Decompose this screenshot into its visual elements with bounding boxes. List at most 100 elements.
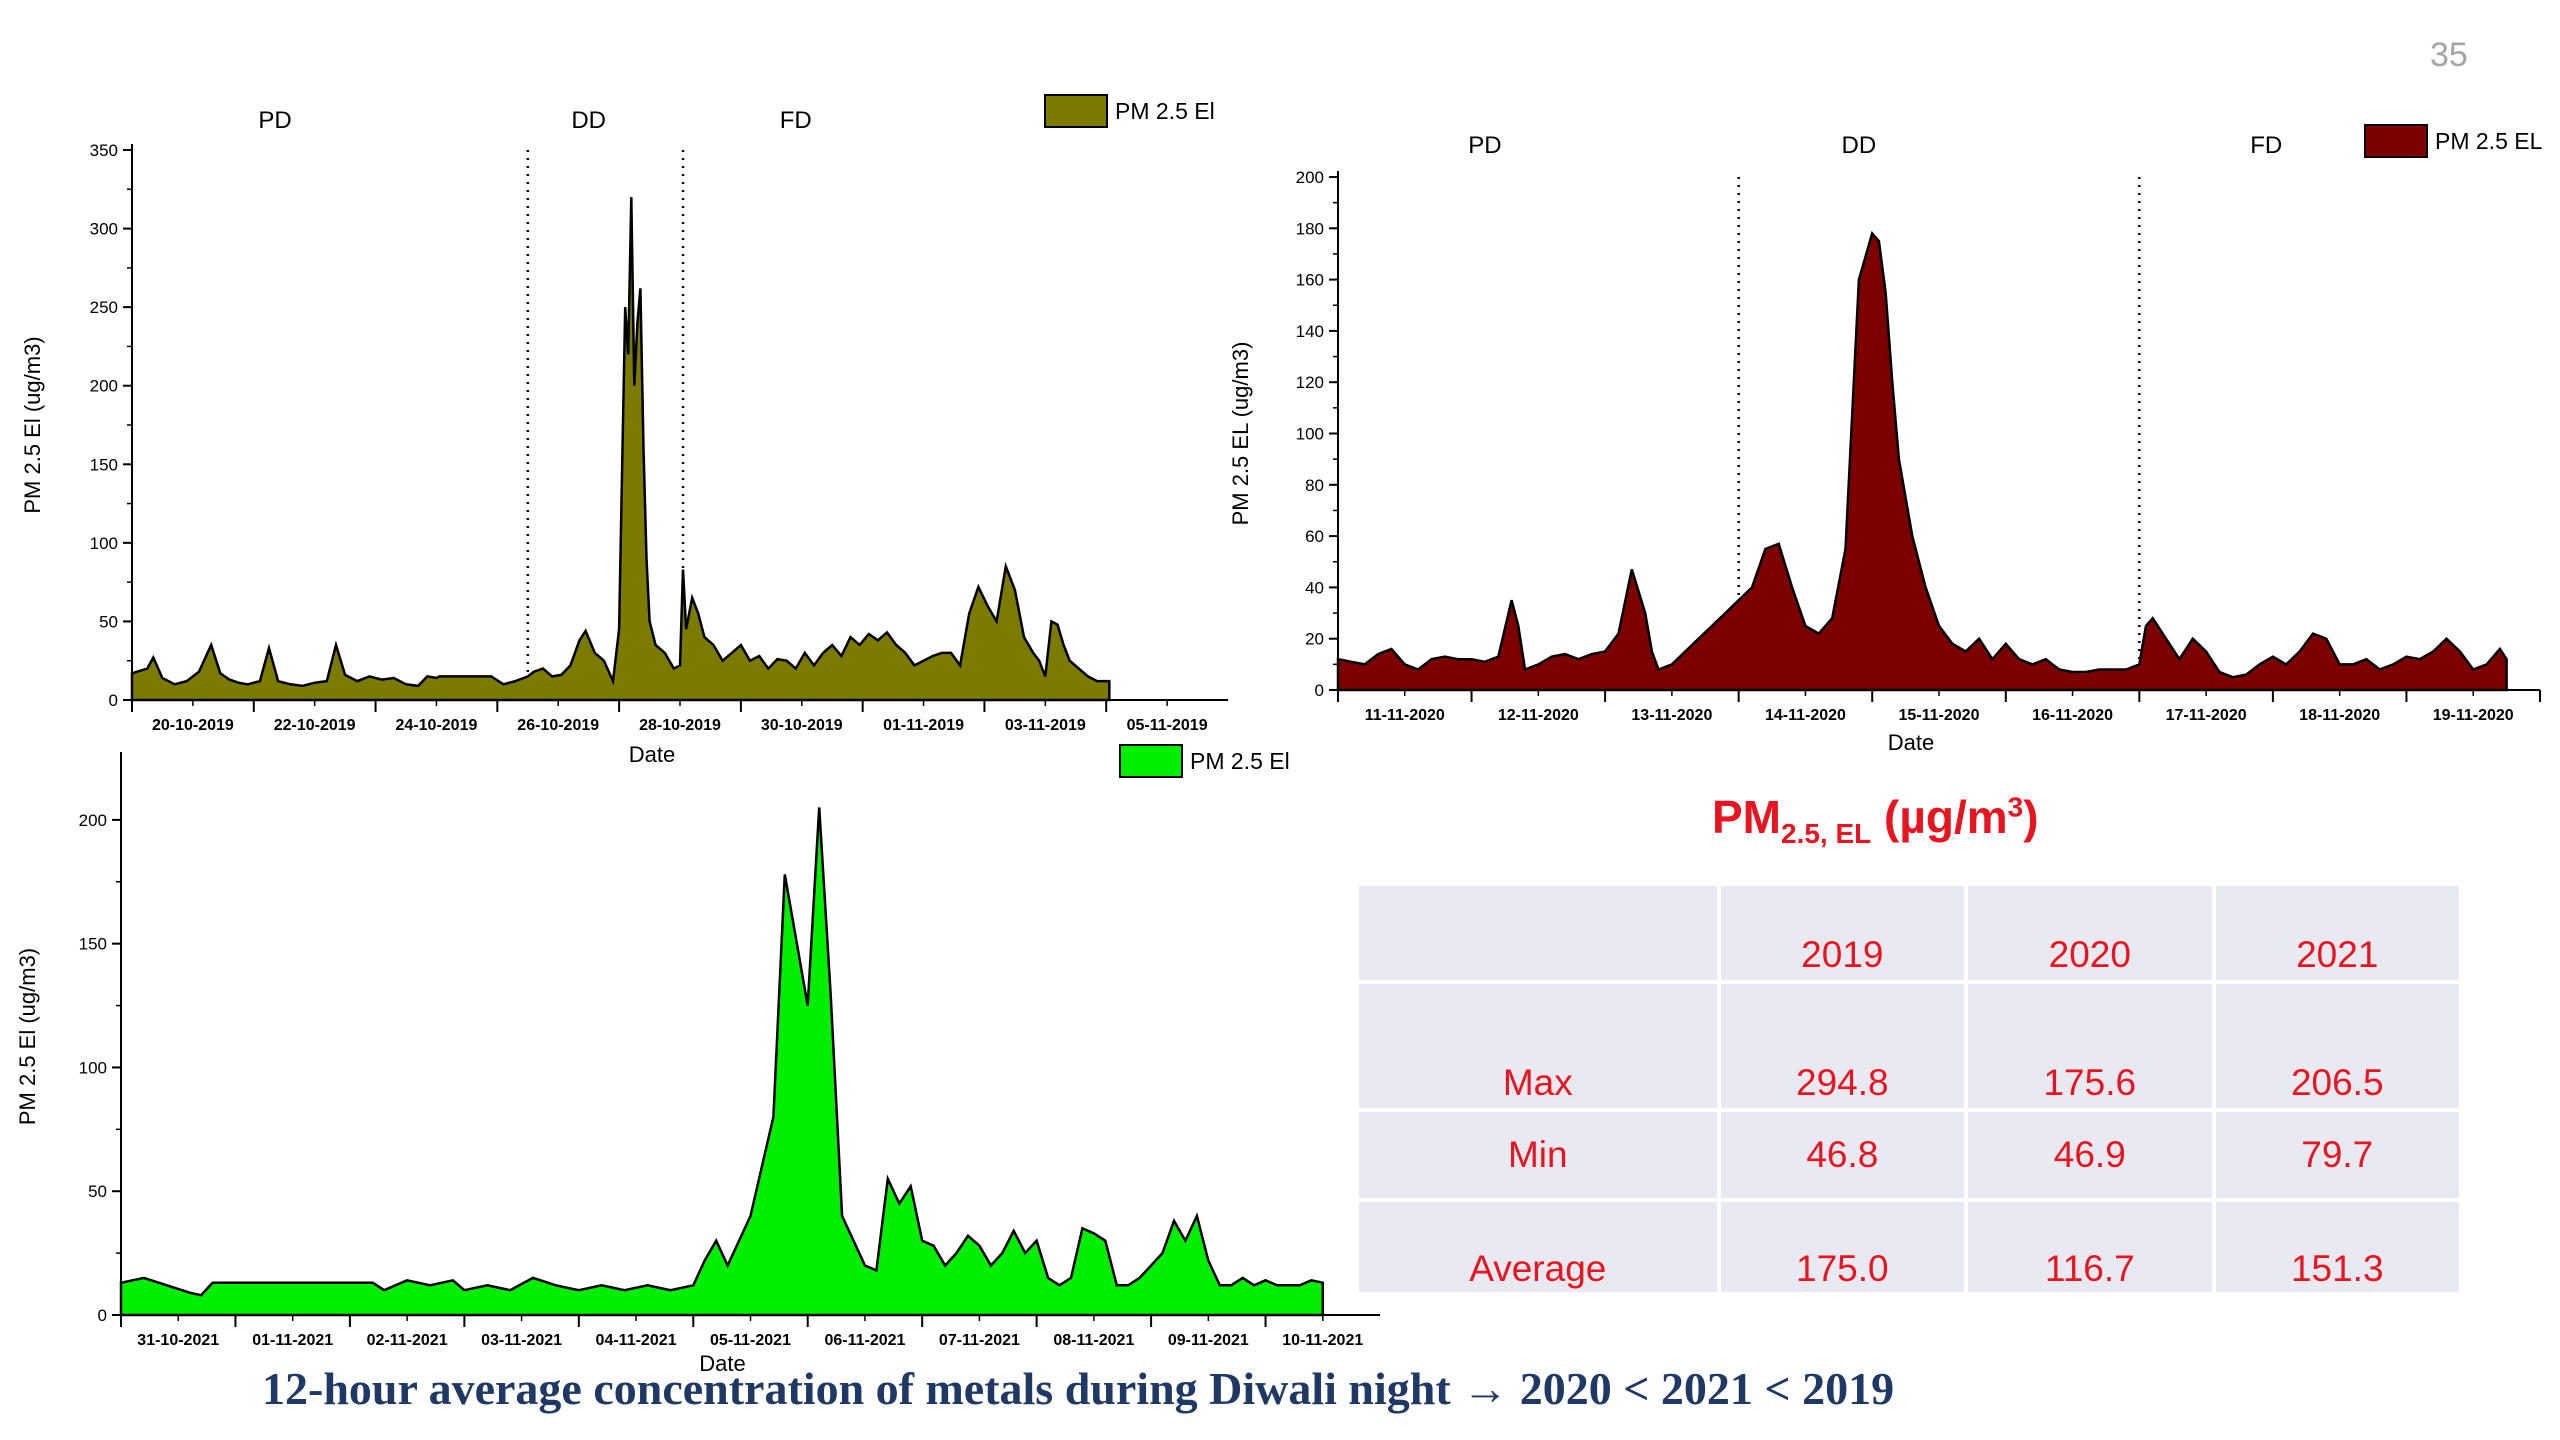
table-title-sup: 3: [2007, 791, 2024, 823]
x-axis-title: Date: [629, 742, 675, 767]
period-label: DD: [1842, 132, 1877, 159]
table-header-cell: 2020: [1964, 882, 2216, 984]
y-axis-title: PM 2.5 El (ug/m3): [20, 336, 45, 513]
dividers-group: [1737, 177, 2141, 690]
x-tick-label: 04-11-2021: [596, 1332, 677, 1349]
y-tick-label: 100: [79, 1058, 107, 1077]
table-title: PM2.5, EL (µg/m3): [1712, 790, 2039, 850]
periods-group: PD DD FD: [258, 107, 811, 134]
table-row: Max 294.8 175.6 206.5: [1355, 980, 2464, 1112]
period-label: PD: [1468, 132, 1501, 159]
table-cell: 294.8: [1716, 980, 1969, 1112]
x-axis-group: 20-10-2019 22-10-2019 24-10-2019 26-10-2019…: [131, 700, 1208, 734]
x-axis-group: 31-10-2021 01-11-2021 02-11-2021 03-11-2021…: [120, 1315, 1363, 1349]
y-tick-label: 20: [1305, 630, 1324, 649]
table-row: Average 175.0 116.7 151.3: [1355, 1198, 2464, 1296]
period-label: PD: [258, 107, 291, 134]
x-tick-label: 22-10-2019: [274, 717, 356, 734]
y-tick-label: 0: [98, 1306, 107, 1325]
y-tick-label: 250: [90, 298, 118, 317]
x-tick-label: 03-11-2021: [481, 1332, 562, 1349]
x-tick-label: 15-11-2020: [1899, 707, 1980, 724]
x-axis-title: Date: [1888, 730, 1934, 755]
row-label: Min: [1355, 1108, 1721, 1202]
x-tick-label: 16-11-2020: [2032, 707, 2113, 724]
y-tick-label: 100: [1296, 425, 1324, 444]
y-tick-label: 0: [1315, 681, 1324, 700]
legend-label: PM 2.5 EL: [2435, 128, 2543, 154]
summary-table: 2019 2020 2021 Max 294.8 175.6 206.5 Min…: [1355, 882, 2464, 1296]
x-tick-label: 01-11-2019: [883, 717, 964, 734]
x-tick-label: 31-10-2021: [137, 1332, 219, 1349]
x-axis-title: Date: [699, 1351, 745, 1376]
table-header-row: 2019 2020 2021: [1355, 882, 2464, 984]
y-tick-label: 150: [90, 455, 118, 474]
legend: PM 2.5 EL: [2364, 124, 2543, 158]
table-title-close: ): [2023, 791, 2039, 843]
chart-2021: 0 50 100 150 200 31-10-2021 01-11-2021 02-11-2…: [15, 744, 1380, 1376]
x-tick-label: 08-11-2021: [1053, 1332, 1134, 1349]
x-tick-label: 24-10-2019: [396, 717, 478, 734]
x-tick-label: 20-10-2019: [152, 717, 234, 734]
y-tick-label: 50: [99, 612, 118, 631]
y-tick-label: 120: [1296, 373, 1324, 392]
period-label: FD: [780, 107, 812, 134]
row-label: Average: [1355, 1198, 1721, 1296]
table-header-cell: [1355, 882, 1721, 984]
y-axis-title: PM 2.5 EL (ug/m3): [1228, 342, 1253, 526]
x-tick-label: 30-10-2019: [761, 717, 843, 734]
x-axis-group: 11-11-2020 12-11-2020 13-11-2020 14-11-2020…: [1337, 690, 2541, 724]
x-tick-label: 18-11-2020: [2299, 707, 2380, 724]
x-tick-label: 17-11-2020: [2166, 707, 2247, 724]
x-tick-label: 19-11-2020: [2433, 707, 2514, 724]
x-tick-label: 10-11-2021: [1282, 1332, 1363, 1349]
y-tick-label: 180: [1296, 219, 1324, 238]
legend-label: PM 2.5 El: [1115, 98, 1215, 124]
x-tick-label: 05-11-2021: [710, 1332, 791, 1349]
legend: PM 2.5 El: [1044, 94, 1215, 128]
table-cell: 151.3: [2211, 1198, 2464, 1296]
legend: PM 2.5 El: [1119, 744, 1290, 778]
y-tick-label: 160: [1296, 271, 1324, 290]
x-tick-label: 01-11-2021: [252, 1332, 333, 1349]
x-tick-label: 14-11-2020: [1765, 707, 1846, 724]
x-tick-label: 06-11-2021: [824, 1332, 905, 1349]
y-tick-label: 300: [90, 220, 118, 239]
y-tick-label: 100: [90, 534, 118, 553]
y-tick-label: 60: [1305, 527, 1324, 546]
x-tick-label: 07-11-2021: [939, 1332, 1020, 1349]
table-row: Min 46.8 46.9 79.7: [1355, 1108, 2464, 1202]
table-title-main: PM: [1712, 791, 1781, 843]
x-tick-label: 13-11-2020: [1631, 707, 1712, 724]
y-axis-title: PM 2.5 El (ug/m3): [15, 948, 40, 1125]
legend-swatch: [1119, 744, 1183, 778]
legend-swatch: [1044, 94, 1108, 128]
y-tick-label: 200: [79, 811, 107, 830]
y-tick-label: 140: [1296, 322, 1324, 341]
y-tick-label: 0: [109, 691, 118, 710]
caption: 12-hour average concentration of metals …: [262, 1363, 1895, 1414]
data-area: [119, 807, 1325, 1317]
period-label: DD: [571, 107, 606, 134]
y-tick-label: 350: [90, 141, 118, 160]
y-tick-label: 50: [88, 1182, 107, 1201]
x-tick-label: 03-11-2019: [1005, 717, 1086, 734]
table-cell: 46.8: [1716, 1108, 1969, 1202]
slide-number: 35: [2430, 36, 2468, 74]
period-label: FD: [2250, 132, 2282, 159]
chart-2020: PD DD FD 0 20 40 60 80 100 120 140 160 180 200 11-11…: [1228, 124, 2543, 755]
x-tick-label: 05-11-2019: [1127, 717, 1208, 734]
y-axis-group: 0 50 100 150 200: [79, 811, 121, 1325]
y-tick-label: 80: [1305, 476, 1324, 495]
y-tick-label: 150: [79, 935, 107, 954]
table-cell: 206.5: [2211, 980, 2464, 1112]
legend-label: PM 2.5 El: [1190, 748, 1290, 774]
table-cell: 175.6: [1964, 980, 2216, 1112]
x-tick-label: 12-11-2020: [1498, 707, 1579, 724]
legend-swatch: [2364, 124, 2428, 158]
table-cell: 116.7: [1964, 1198, 2216, 1296]
table-header-cell: 2021: [2211, 882, 2464, 984]
table-cell: 175.0: [1716, 1198, 1969, 1296]
x-tick-label: 11-11-2020: [1365, 707, 1445, 724]
